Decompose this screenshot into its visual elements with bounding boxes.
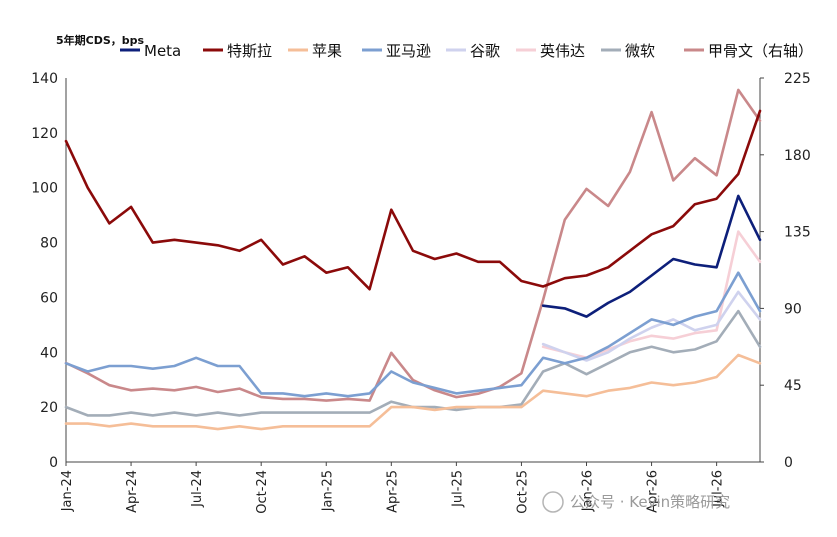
y-right-tick-label: 135 — [784, 225, 811, 241]
x-tick-label: Jul-25 — [450, 470, 465, 508]
series-line — [64, 353, 762, 431]
series-group — [64, 88, 762, 431]
legend-label: 亚马逊 — [386, 42, 431, 60]
x-tick-label: Apr-25 — [385, 470, 400, 513]
x-tick-label: Jan-24 — [60, 470, 75, 512]
x-tick-label: Jan-26 — [581, 470, 596, 512]
legend-label: 苹果 — [312, 42, 342, 60]
series-line — [64, 109, 762, 291]
y-right-tick-label: 180 — [784, 148, 811, 164]
x-tick-label: Jul-26 — [711, 470, 726, 508]
legend-label: Meta — [144, 42, 181, 60]
axes: 0 20 40 60 80 100 120 140 0 45 90 135 180 225 Jan-24 Ap… — [31, 71, 810, 514]
legend-label: 谷歌 — [470, 42, 500, 60]
unit-label: 5年期CDS，bps — [56, 33, 145, 47]
y-right-tick-label: 90 — [784, 301, 802, 317]
series-line — [541, 230, 762, 360]
x-tick-label: Jan-25 — [320, 470, 335, 512]
x-tick-label: Apr-26 — [646, 470, 661, 513]
series-line — [541, 194, 762, 318]
y-right-tick-label: 0 — [784, 455, 793, 471]
series-line — [64, 88, 762, 402]
y-left-tick-label: 0 — [49, 455, 58, 471]
y-left-tick-label: 120 — [31, 126, 58, 142]
y-left-tick-label: 80 — [40, 236, 58, 252]
y-left-tick-label: 140 — [31, 71, 58, 87]
series-line — [64, 271, 762, 398]
y-left-tick-label: 60 — [40, 290, 58, 306]
x-tick-label: Oct-25 — [515, 470, 530, 514]
x-tick-label: Jul-24 — [190, 470, 205, 508]
legend-label: 微软 — [625, 42, 655, 60]
series-line — [541, 290, 762, 362]
y-left-tick-label: 20 — [40, 400, 58, 416]
watermark-logo-icon — [542, 491, 564, 513]
legend: Meta 特斯拉 苹果 亚马逊 谷歌 英伟达 微软 甲骨文（右轴） — [120, 42, 813, 60]
legend-label: 英伟达 — [540, 42, 585, 60]
watermark-text: 公众号 · Kevin策略研究 — [570, 493, 730, 511]
x-tick-label: Apr-24 — [125, 470, 140, 513]
y-left-tick-label: 100 — [31, 181, 58, 197]
x-tick-label: Oct-24 — [255, 470, 270, 514]
legend-label: 特斯拉 — [227, 42, 272, 60]
watermark: 公众号 · Kevin策略研究 — [542, 491, 730, 513]
y-left-tick-label: 40 — [40, 345, 58, 361]
legend-label: 甲骨文（右轴） — [708, 42, 813, 60]
y-right-tick-label: 45 — [784, 378, 802, 394]
y-right-tick-label: 225 — [784, 71, 811, 87]
